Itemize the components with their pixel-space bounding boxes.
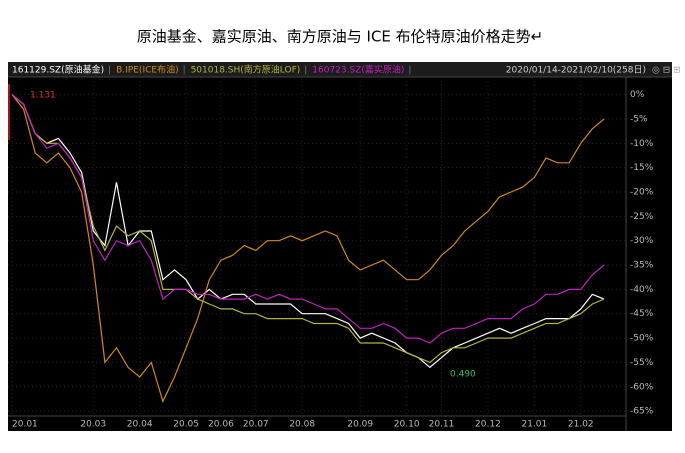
legend-separator: |: [183, 66, 186, 76]
legend-entry[interactable]: 160723.SZ(嘉实原油): [312, 64, 404, 76]
x-tick-label: 20.04: [127, 420, 153, 430]
x-tick-label: 21.01: [521, 420, 547, 430]
x-tick-label: 20.07: [243, 420, 269, 430]
plot-panel: [8, 62, 672, 431]
y-tick-label: -45%: [630, 309, 654, 319]
y-tick-label: -20%: [630, 188, 654, 198]
series-line: [11, 94, 605, 364]
x-tick-label: 20.09: [347, 420, 373, 430]
x-tick-label: 21.02: [568, 420, 594, 430]
y-tick-label: -65%: [630, 407, 654, 417]
x-tick-label: 20.11: [429, 420, 455, 430]
y-tick-label: -5%: [630, 114, 648, 124]
legend-separator: |: [304, 66, 307, 76]
x-tick-label: 20.08: [289, 420, 315, 430]
y-tick-label: -60%: [630, 382, 654, 392]
legend-entry[interactable]: 501018.SH(南方原油LOF): [191, 64, 301, 76]
legend-icons[interactable]: ◎ ⊟ ⊞: [652, 66, 681, 76]
legend-bar: [8, 62, 672, 77]
y-tick-label: -15%: [630, 163, 654, 173]
y-tick-label: -55%: [630, 358, 654, 368]
x-tick-label: 20.06: [208, 420, 234, 430]
series-line: [11, 94, 605, 369]
y-tick-label: -25%: [630, 212, 654, 222]
x-tick-label: 20.12: [475, 420, 501, 430]
x-tick-label: 20.01: [12, 420, 38, 430]
x-tick-label: 20.03: [80, 420, 106, 430]
chart-title: 原油基金、嘉实原油、南方原油与 ICE 布伦特原油价格走势↵: [137, 28, 543, 46]
legend-entry[interactable]: B.IPE(ICE布油): [116, 64, 178, 76]
y-tick-label: -50%: [630, 334, 654, 344]
min-annotation: 0.490: [450, 370, 476, 380]
series-line: [11, 94, 605, 344]
y-tick-label: -30%: [630, 236, 654, 246]
series-line: [11, 94, 605, 404]
y-tick-label: 0%: [630, 90, 645, 100]
x-tick-label: 20.10: [394, 420, 420, 430]
y-tick-label: -10%: [630, 139, 654, 149]
legend-separator: |: [408, 66, 411, 76]
date-range: 2020/01/14-2021/02/10(258日): [506, 65, 646, 76]
legend-separator: |: [108, 66, 111, 76]
x-tick-label: 20.05: [173, 420, 199, 430]
legend-entry[interactable]: 161129.SZ(原油基金): [12, 64, 104, 76]
y-tick-label: -35%: [630, 261, 654, 271]
y-tick-label: -40%: [630, 285, 654, 295]
max-annotation: 1.131: [30, 91, 56, 101]
